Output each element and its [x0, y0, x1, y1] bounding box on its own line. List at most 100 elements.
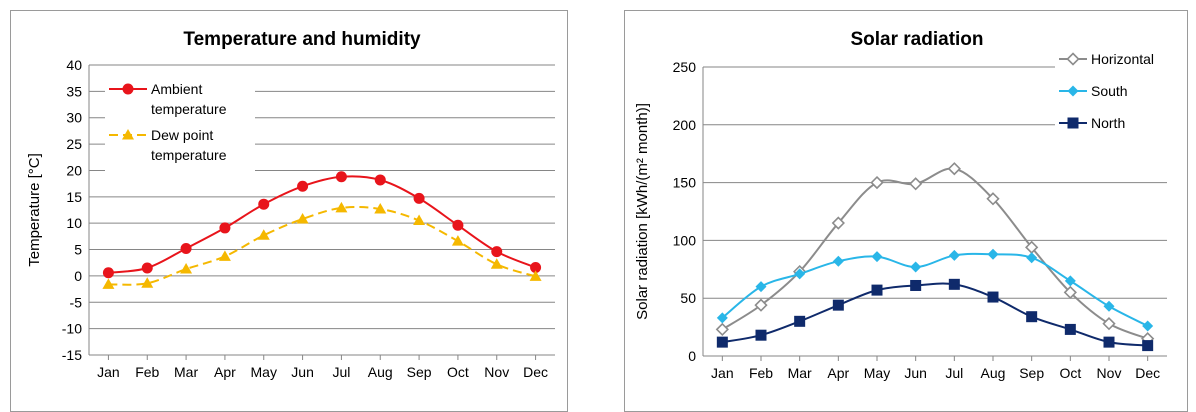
- y-axis-label: Temperature [°C]: [26, 153, 43, 267]
- series-dew-point-temperature: [102, 201, 542, 289]
- y-tick-label: 150: [673, 175, 697, 191]
- x-tick-label: Jun: [291, 364, 314, 380]
- data-point: [180, 242, 192, 254]
- data-point: [755, 329, 767, 341]
- x-tick-label: Jun: [904, 365, 927, 381]
- data-point: [987, 291, 999, 303]
- x-tick-label: Mar: [788, 365, 812, 381]
- data-point: [102, 278, 115, 289]
- y-tick-label: 20: [66, 162, 82, 178]
- data-point: [1064, 323, 1076, 335]
- series-line: [108, 205, 536, 286]
- legend-label: Horizontal: [1091, 51, 1154, 67]
- data-point: [530, 261, 542, 273]
- data-point: [754, 298, 768, 312]
- data-point: [715, 322, 729, 337]
- x-tick-label: Oct: [447, 364, 469, 380]
- legend-label: temperature: [151, 101, 227, 117]
- series-ambient-temperature: [102, 171, 542, 279]
- x-tick-label: Sep: [1019, 365, 1044, 381]
- data-point: [529, 270, 542, 281]
- data-point: [910, 261, 922, 273]
- series-line: [722, 282, 1148, 347]
- y-axis-label: Solar radiation [kWh/(m² month)]: [634, 103, 651, 320]
- data-point: [218, 250, 231, 261]
- temperature-humidity-chart-panel: Temperature and humidity -15 -10 -5 0 5 10 15 20…: [10, 10, 568, 412]
- y-tick-label: 35: [66, 83, 82, 99]
- data-point: [871, 251, 883, 263]
- data-point: [141, 262, 153, 274]
- legend-marker: [1067, 85, 1079, 97]
- y-tick-label: -10: [62, 321, 82, 337]
- legend-marker: [1066, 52, 1080, 66]
- x-tick-label: Feb: [135, 364, 159, 380]
- data-point: [141, 277, 154, 288]
- data-point: [258, 198, 270, 210]
- x-tick-label: Sep: [407, 364, 432, 380]
- data-point: [947, 162, 961, 176]
- y-tick-label: 200: [673, 117, 697, 133]
- y-tick-label: 100: [673, 232, 697, 248]
- x-tick-label: Jan: [711, 365, 734, 381]
- y-tick-label: 250: [673, 59, 697, 75]
- legend-marker: [122, 83, 134, 95]
- series-north: [716, 278, 1154, 352]
- series-south: [716, 248, 1154, 332]
- y-tick-label: 50: [680, 290, 696, 306]
- data-point: [987, 248, 999, 260]
- data-point: [452, 219, 464, 231]
- x-tick-label: Jan: [97, 364, 120, 380]
- legend-marker: [122, 129, 134, 140]
- data-point: [794, 268, 806, 280]
- data-point: [1103, 336, 1115, 348]
- data-point: [335, 171, 347, 183]
- data-point: [451, 235, 464, 246]
- data-point: [374, 174, 386, 186]
- y-tick-label: 30: [66, 110, 82, 126]
- data-point: [490, 258, 503, 269]
- legend-marker: [1067, 117, 1079, 129]
- data-point: [491, 246, 503, 258]
- y-tick-label: -5: [70, 294, 83, 310]
- data-point: [180, 263, 193, 274]
- data-point: [102, 267, 114, 279]
- y-tick-label: 5: [74, 242, 82, 258]
- data-point: [716, 312, 728, 324]
- y-tick-label: 0: [688, 348, 696, 364]
- x-tick-label: Dec: [1135, 365, 1160, 381]
- data-point: [794, 315, 806, 327]
- data-point: [716, 336, 728, 348]
- x-tick-label: Apr: [827, 365, 849, 381]
- data-point: [1102, 317, 1116, 331]
- chart-title: Temperature and humidity: [183, 29, 421, 50]
- data-point: [296, 212, 309, 224]
- data-point: [755, 281, 767, 293]
- data-point: [335, 201, 348, 213]
- x-tick-label: Nov: [1097, 365, 1122, 381]
- y-tick-label: -15: [62, 347, 82, 363]
- x-tick-label: May: [251, 364, 277, 380]
- legend-label: temperature: [151, 147, 227, 163]
- data-point: [257, 229, 270, 240]
- series-line: [108, 175, 536, 274]
- chart-title: Solar radiation: [850, 29, 983, 50]
- x-tick-label: Dec: [523, 364, 548, 380]
- series-line: [721, 252, 1149, 327]
- y-tick-label: 40: [66, 57, 82, 73]
- solar-radiation-chart: Solar radiation 0 50 100 150 200 250 Jan Feb Mar A…: [634, 29, 1185, 381]
- data-point: [832, 299, 844, 311]
- data-point: [870, 175, 884, 190]
- data-point: [297, 180, 309, 192]
- data-point: [948, 249, 960, 261]
- data-point: [1142, 340, 1154, 352]
- x-tick-label: Apr: [214, 364, 236, 380]
- x-tick-label: Aug: [368, 364, 393, 380]
- data-point: [219, 222, 231, 234]
- solar-radiation-chart-panel: Solar radiation 0 50 100 150 200 250 Jan Feb Mar A…: [624, 10, 1188, 412]
- x-tick-label: Mar: [174, 364, 198, 380]
- x-tick-label: Jul: [945, 365, 963, 381]
- temperature-humidity-chart: Temperature and humidity -15 -10 -5 0 5 10 15 20…: [26, 29, 555, 380]
- data-point: [1026, 252, 1038, 264]
- data-point: [909, 177, 923, 191]
- legend-label: North: [1091, 115, 1125, 131]
